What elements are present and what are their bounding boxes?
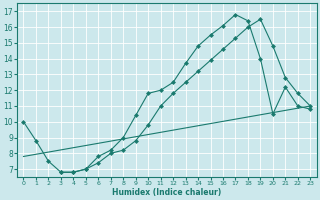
X-axis label: Humidex (Indice chaleur): Humidex (Indice chaleur)	[112, 188, 221, 197]
